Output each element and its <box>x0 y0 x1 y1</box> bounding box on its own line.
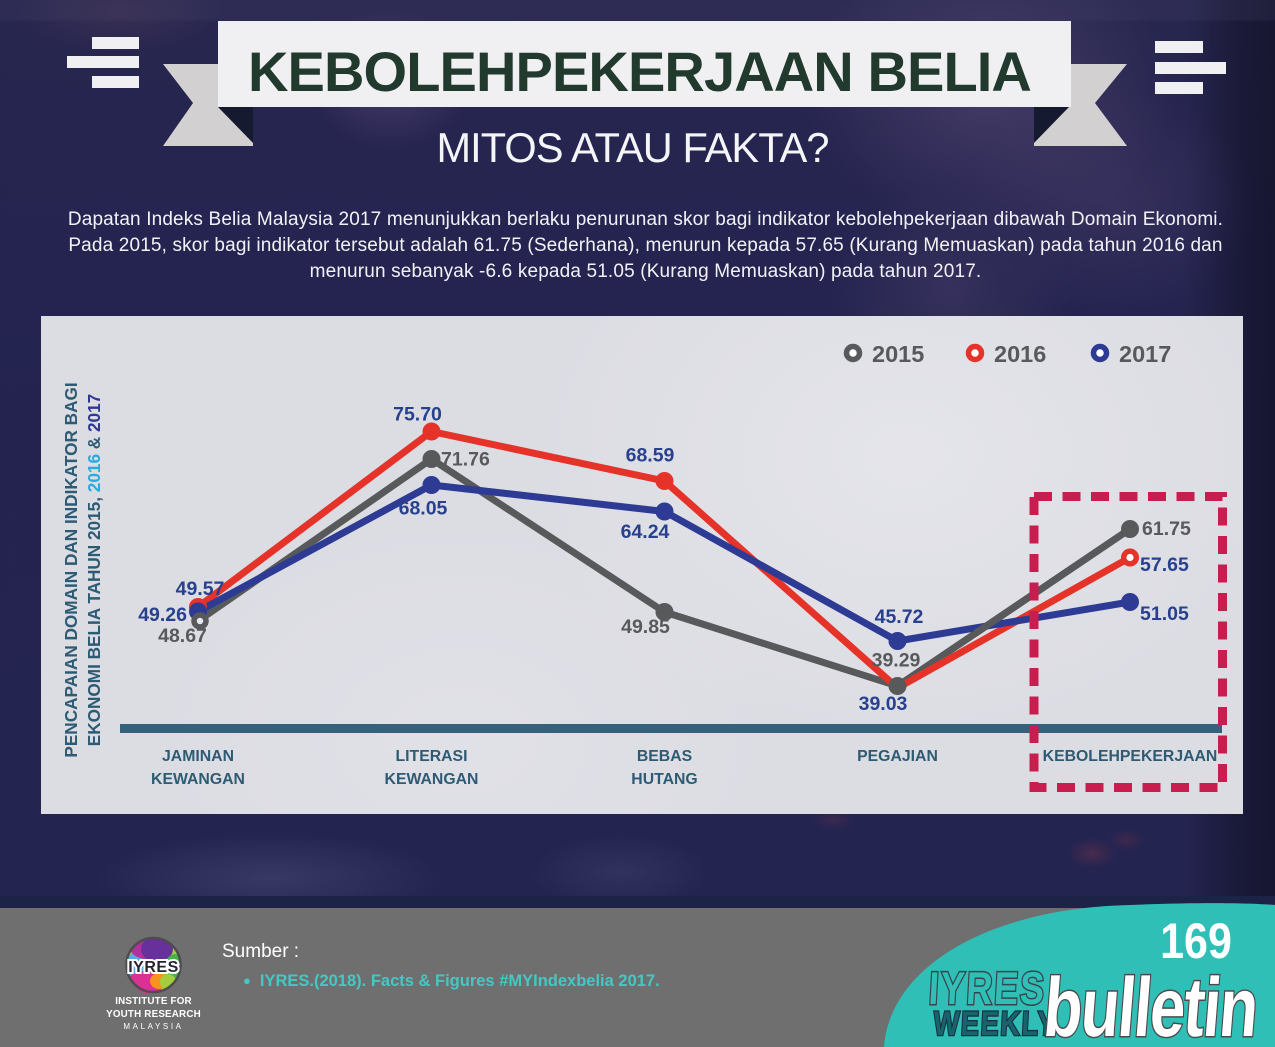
svg-text:68.05: 68.05 <box>399 498 448 520</box>
svg-text:75.70: 75.70 <box>393 404 442 426</box>
svg-text:45.72: 45.72 <box>875 606 924 628</box>
svg-text:39.03: 39.03 <box>859 693 908 715</box>
svg-text:WEEKLY: WEEKLY <box>933 1004 1059 1043</box>
svg-text:2015: 2015 <box>872 341 924 367</box>
svg-text:EKONOMI BELIA TAHUN 2015, 2016: EKONOMI BELIA TAHUN 2015, 2016 & 2017 <box>84 394 104 747</box>
svg-text:bulletin: bulletin <box>1041 961 1261 1047</box>
svg-text:57.65: 57.65 <box>1140 554 1189 576</box>
svg-text:48.67: 48.67 <box>158 625 207 647</box>
svg-text:2017: 2017 <box>1119 341 1171 367</box>
svg-text:71.76: 71.76 <box>441 449 490 471</box>
svg-text:61.75: 61.75 <box>1142 518 1191 540</box>
svg-text:IYRES: IYRES <box>128 959 179 976</box>
svg-text:BEBAS: BEBAS <box>637 748 692 765</box>
svg-text:51.05: 51.05 <box>1140 603 1189 625</box>
svg-text:64.24: 64.24 <box>621 521 670 543</box>
svg-text:49.57: 49.57 <box>176 578 225 600</box>
svg-text:2016: 2016 <box>994 341 1046 367</box>
svg-text:IYRES: IYRES <box>927 962 1047 1014</box>
svg-text:PEGAJIAN: PEGAJIAN <box>857 748 938 765</box>
svg-text:KEBOLEHPEKERJAAN: KEBOLEHPEKERJAAN <box>1043 748 1218 765</box>
svg-text:68.59: 68.59 <box>626 445 675 467</box>
svg-text:KEWANGAN: KEWANGAN <box>385 771 479 788</box>
svg-text:39.29: 39.29 <box>872 650 921 672</box>
svg-text:49.26: 49.26 <box>138 604 187 626</box>
svg-text:49.85: 49.85 <box>621 616 670 638</box>
svg-text:JAMINAN: JAMINAN <box>162 748 234 765</box>
svg-text:PENCAPAIAN DOMAIN DAN INDIKATO: PENCAPAIAN DOMAIN DAN INDIKATOR BAGI <box>61 382 81 757</box>
svg-text:169: 169 <box>1160 913 1232 969</box>
svg-text:KEWANGAN: KEWANGAN <box>151 771 245 788</box>
svg-text:LITERASI: LITERASI <box>396 748 468 765</box>
svg-text:HUTANG: HUTANG <box>631 771 697 788</box>
